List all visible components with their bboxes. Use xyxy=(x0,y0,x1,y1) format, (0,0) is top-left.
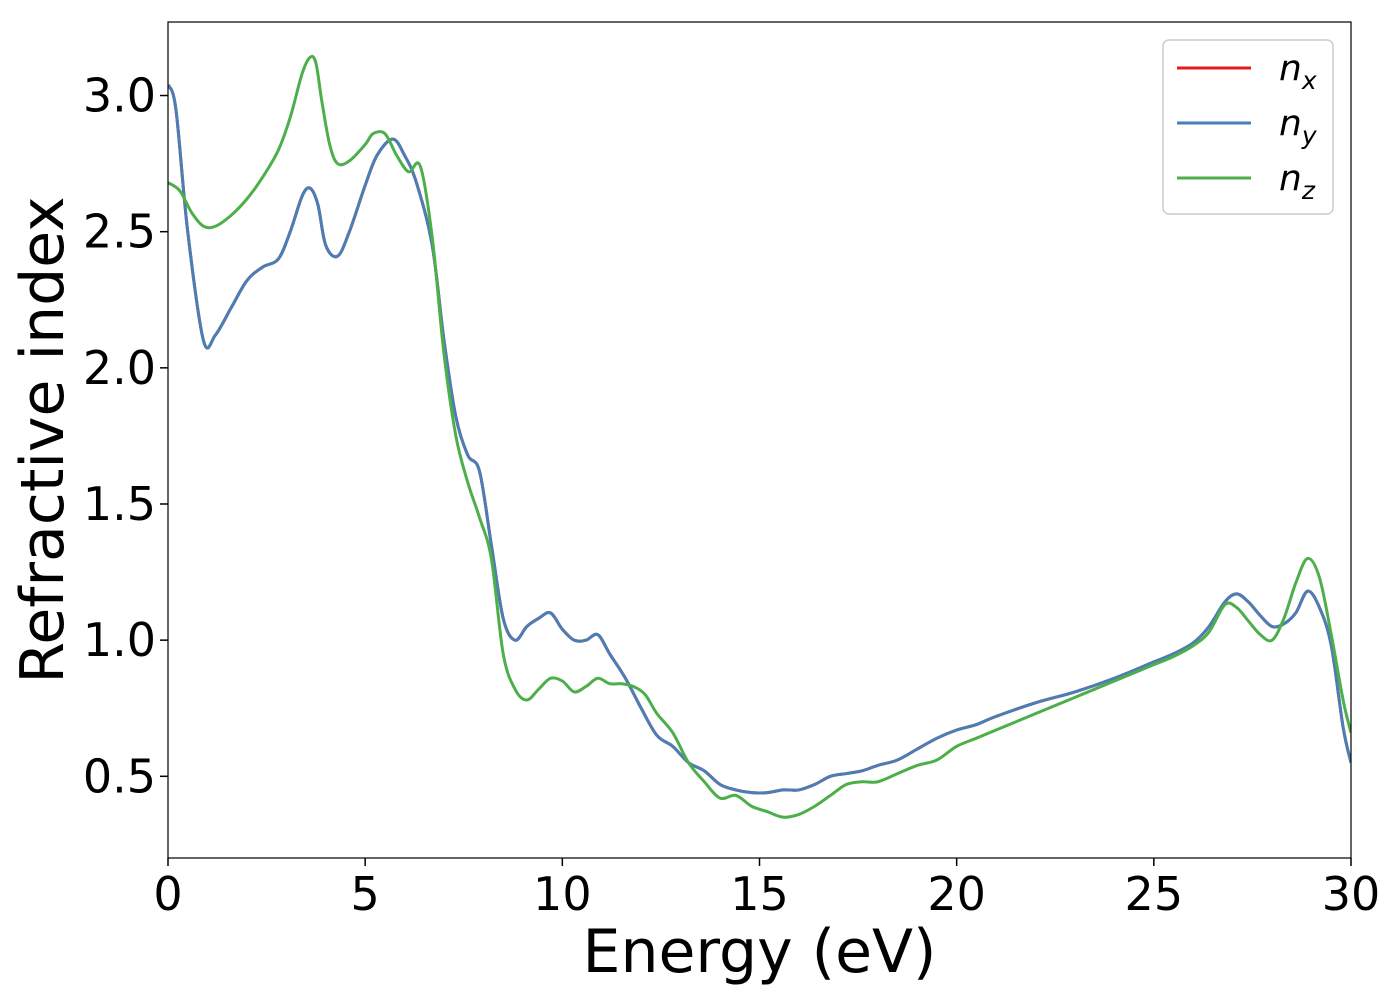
x-tick-label: 5 xyxy=(351,867,380,921)
x-axis-label: Energy (eV) xyxy=(583,917,937,987)
series-line-z xyxy=(168,54,1351,819)
plot-area xyxy=(168,54,1351,819)
y-tick-label: 3.0 xyxy=(83,69,156,123)
series-line-y xyxy=(168,83,1351,795)
x-tick-label: 0 xyxy=(153,867,182,921)
x-tick-label: 10 xyxy=(533,867,592,921)
y-tick-label: 0.5 xyxy=(83,749,156,803)
y-tick-label: 1.5 xyxy=(83,477,156,531)
y-tick-label: 2.0 xyxy=(83,341,156,395)
x-tick-label: 25 xyxy=(1125,867,1184,921)
x-tick-label: 20 xyxy=(927,867,986,921)
y-tick-label: 2.5 xyxy=(83,205,156,259)
y-axis-label: Refractive index xyxy=(8,196,78,683)
x-tick-label: 15 xyxy=(730,867,789,921)
legend-entry-z: nz xyxy=(1279,158,1316,205)
legend: nx ny nz xyxy=(1162,39,1334,215)
legend-entry-x: nx xyxy=(1279,48,1317,95)
legend-box xyxy=(1162,39,1334,215)
x-tick-label: 30 xyxy=(1322,867,1381,921)
y-tick-label: 1.0 xyxy=(83,613,156,667)
legend-entry-y: ny xyxy=(1279,103,1318,150)
plot-frame xyxy=(167,21,1352,859)
axis-ticks: 0 5 10 15 20 25 30 0.5 1.0 1.5 2.0 2.5 3.0 xyxy=(83,69,1380,921)
